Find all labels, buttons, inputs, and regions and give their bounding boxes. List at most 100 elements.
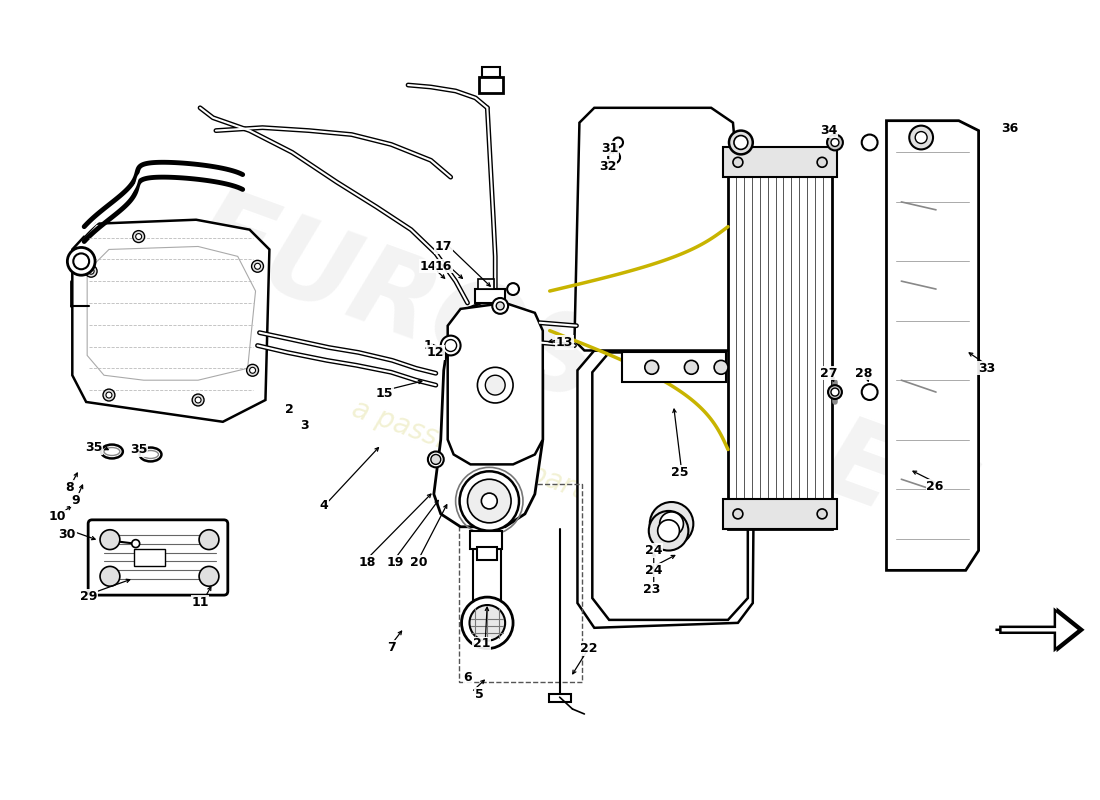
Text: 12: 12	[427, 346, 444, 359]
Text: 15: 15	[375, 386, 393, 399]
Polygon shape	[574, 108, 752, 350]
Text: 1: 1	[424, 339, 432, 352]
Bar	[471, 530, 503, 549]
Bar	[621, 353, 726, 382]
Polygon shape	[448, 303, 542, 464]
Circle shape	[861, 384, 878, 400]
Circle shape	[195, 397, 201, 403]
Text: 35: 35	[130, 443, 147, 456]
Circle shape	[444, 339, 456, 351]
Polygon shape	[592, 353, 748, 620]
Text: 3: 3	[300, 419, 308, 432]
Circle shape	[133, 230, 144, 242]
Circle shape	[106, 392, 112, 398]
Bar	[483, 67, 500, 77]
Circle shape	[67, 247, 95, 275]
Circle shape	[817, 509, 827, 519]
Circle shape	[100, 566, 120, 586]
Circle shape	[470, 605, 505, 641]
Bar	[134, 549, 165, 566]
Text: 26: 26	[926, 480, 944, 493]
Text: 34: 34	[821, 124, 838, 137]
Circle shape	[650, 502, 693, 546]
Circle shape	[482, 493, 497, 509]
Circle shape	[254, 263, 261, 270]
Circle shape	[830, 138, 839, 146]
Text: a passion for parts since 1985: a passion for parts since 1985	[348, 394, 751, 564]
Text: 24: 24	[645, 544, 662, 557]
Circle shape	[733, 158, 742, 167]
Circle shape	[199, 566, 219, 586]
FancyBboxPatch shape	[88, 520, 228, 595]
Circle shape	[431, 454, 441, 464]
Circle shape	[485, 375, 505, 395]
Circle shape	[684, 360, 699, 374]
Text: 13: 13	[556, 336, 573, 349]
Ellipse shape	[101, 445, 123, 458]
Circle shape	[830, 388, 839, 396]
Polygon shape	[887, 121, 979, 570]
Bar	[477, 546, 497, 561]
Bar	[478, 279, 494, 289]
Circle shape	[649, 511, 689, 550]
Text: 23: 23	[644, 582, 660, 596]
Polygon shape	[73, 220, 270, 422]
Text: 16: 16	[434, 260, 452, 273]
Text: 27: 27	[821, 366, 838, 380]
Text: 19: 19	[386, 556, 404, 569]
Circle shape	[734, 135, 748, 150]
Circle shape	[733, 509, 742, 519]
Circle shape	[861, 134, 878, 150]
Text: EUROSPARES: EUROSPARES	[178, 179, 990, 562]
Circle shape	[658, 520, 680, 542]
Text: 33: 33	[978, 362, 996, 375]
Text: 31: 31	[602, 142, 619, 155]
Bar	[728, 147, 832, 529]
Text: 29: 29	[80, 590, 98, 602]
Circle shape	[250, 367, 255, 374]
Circle shape	[74, 254, 89, 270]
Circle shape	[714, 360, 728, 374]
Circle shape	[103, 389, 114, 401]
Circle shape	[135, 234, 142, 239]
Circle shape	[441, 336, 461, 355]
Circle shape	[85, 266, 97, 277]
Circle shape	[192, 394, 204, 406]
Circle shape	[428, 451, 443, 467]
Circle shape	[645, 360, 659, 374]
Text: 32: 32	[600, 160, 617, 173]
Text: 4: 4	[319, 499, 328, 513]
Bar	[459, 484, 582, 682]
Text: 35: 35	[86, 441, 102, 454]
Text: 17: 17	[434, 240, 452, 253]
Circle shape	[477, 367, 513, 403]
Text: 28: 28	[855, 366, 872, 380]
Text: 21: 21	[473, 637, 491, 650]
Circle shape	[88, 268, 95, 274]
Bar	[473, 544, 502, 615]
Bar	[723, 499, 837, 529]
Polygon shape	[1000, 610, 1079, 650]
Circle shape	[199, 530, 219, 550]
Circle shape	[910, 126, 933, 150]
Bar	[549, 694, 571, 702]
Text: 22: 22	[580, 642, 597, 655]
Circle shape	[660, 512, 683, 536]
Text: 2: 2	[285, 403, 294, 417]
Text: 11: 11	[191, 595, 209, 609]
Circle shape	[915, 131, 927, 143]
Text: 25: 25	[671, 466, 689, 479]
Circle shape	[246, 364, 258, 376]
Circle shape	[460, 471, 519, 530]
Text: 7: 7	[387, 641, 396, 654]
Circle shape	[252, 260, 264, 272]
Bar	[723, 147, 837, 177]
Circle shape	[729, 130, 752, 154]
Text: 8: 8	[65, 481, 74, 494]
Circle shape	[613, 138, 623, 147]
Circle shape	[828, 385, 842, 399]
Circle shape	[468, 479, 512, 523]
Bar	[480, 77, 503, 93]
Text: 9: 9	[72, 494, 79, 506]
Bar	[475, 289, 505, 303]
